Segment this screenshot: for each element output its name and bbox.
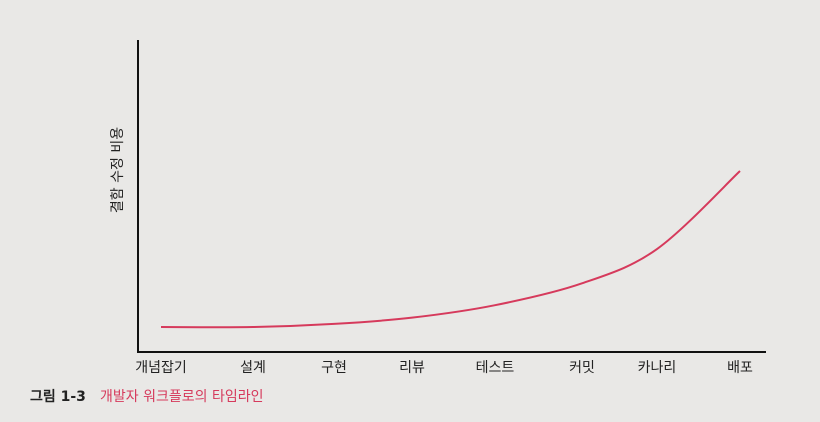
x-tick-label: 테스트: [476, 360, 515, 376]
figure-caption: 개발자 워크플로의 타임라인: [100, 389, 263, 405]
x-tick-label: 구현: [321, 360, 347, 376]
x-tick-label: 리뷰: [399, 360, 425, 376]
x-tick-label: 카나리: [638, 360, 677, 376]
x-tick-label: 개념잡기: [135, 360, 187, 376]
figure-label: 그림 1-3: [30, 389, 86, 405]
y-axis-label: 결함 수정 비용: [110, 127, 126, 213]
x-tick-label: 배포: [727, 360, 753, 376]
x-tick-label: 커밋: [569, 360, 595, 376]
cost-curve: [160, 170, 741, 329]
x-tick-label: 설계: [240, 360, 266, 376]
